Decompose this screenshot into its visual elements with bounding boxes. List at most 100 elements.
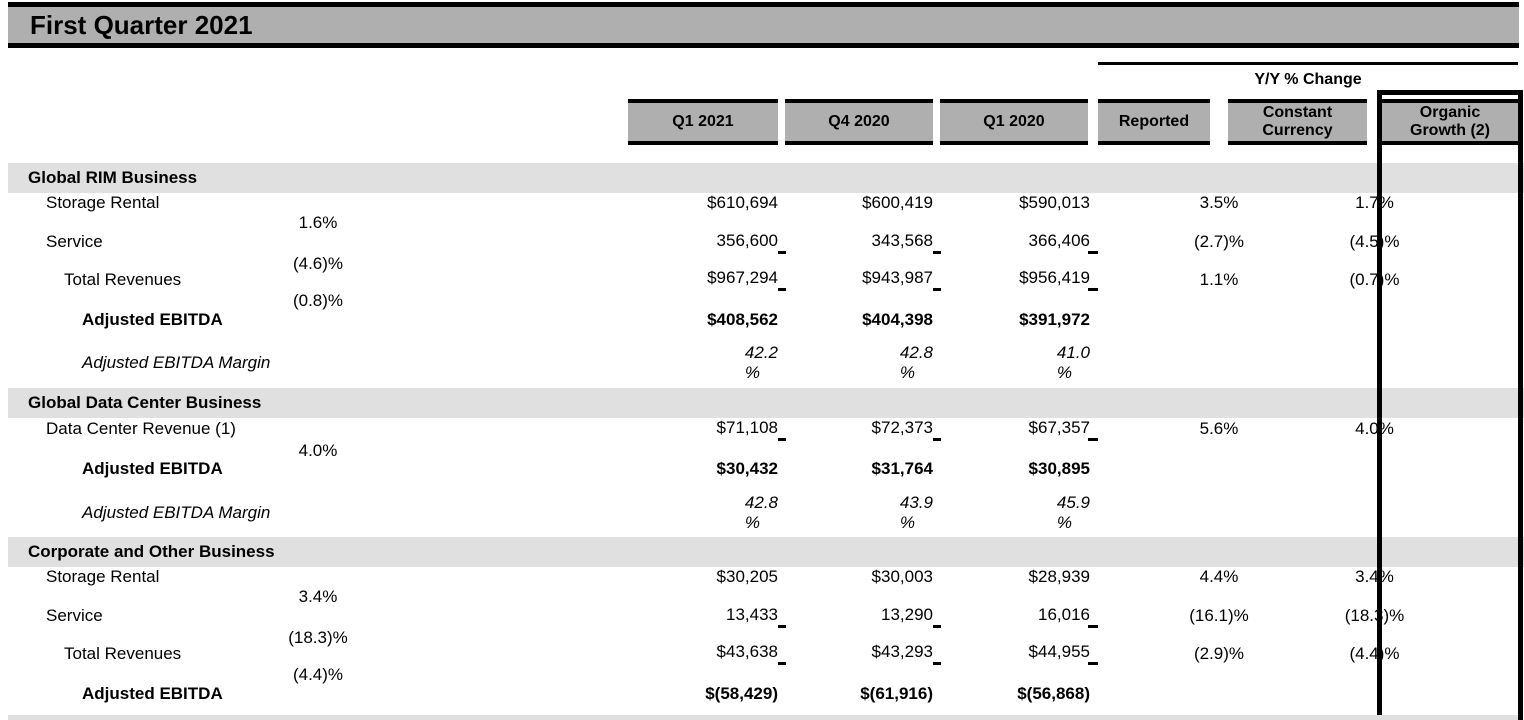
column-gap <box>1228 642 1367 665</box>
column-header-q1-2020: Q1 2020 <box>940 99 1088 145</box>
column-gap <box>1228 680 1367 709</box>
yy-change-group-header: Y/Y % Change <box>1254 71 1362 88</box>
value-cell: 5.6% <box>1199 419 1239 438</box>
value-cell: 3.4% <box>1355 567 1394 586</box>
value-cell: 3.4% <box>298 587 338 606</box>
table-row: Adjusted EBITDA Margin 42.2 % 42.8 % 41.0 % <box>8 343 1524 383</box>
row-label: Adjusted EBITDA Margin <box>82 353 271 372</box>
value-cell: 3.5% <box>1199 193 1239 212</box>
column-gap <box>1382 268 1518 291</box>
value-cell: $43,293 <box>872 642 941 665</box>
next-section-band-cutoff <box>8 715 1518 720</box>
column-gap <box>1098 418 1210 441</box>
value-cell: $30,895 <box>1028 459 1090 479</box>
value-cell: $956,419 <box>1019 268 1098 291</box>
column-gap <box>1098 567 1210 587</box>
column-gap <box>1382 455 1518 484</box>
value-cell <box>1367 306 1382 335</box>
table-row: Adjusted EBITDA $408,562 $404,398 $391,972 <box>8 306 1524 344</box>
value-cell: $43,638 <box>717 642 786 665</box>
yy-change-rule <box>1098 62 1518 65</box>
column-gap <box>1098 343 1210 383</box>
column-gap <box>1382 193 1518 213</box>
value-cell: 356,600 <box>717 231 786 254</box>
column-gap <box>1228 455 1367 484</box>
value-cell <box>1210 306 1228 335</box>
table-row: Storage Rental $30,205 $30,003 $28,939 4.4% 3… <box>8 567 1524 606</box>
section-title: Corporate and Other Business <box>28 542 275 561</box>
column-gap <box>1382 642 1518 665</box>
value-cell: (4.6)% <box>292 253 344 273</box>
value-cell: (4.4)% <box>1349 643 1400 663</box>
value-cell: $967,294 <box>707 268 786 291</box>
row-label: Total Revenues <box>64 269 182 289</box>
value-cell: 13,290 <box>881 605 941 628</box>
value-cell: $28,939 <box>1028 567 1090 586</box>
column-gap <box>1228 493 1367 533</box>
table-row: Data Center Revenue (1) $71,108 $72,373 $67… <box>8 418 1524 460</box>
column-gap <box>1228 231 1367 254</box>
row-label: Adjusted EBITDA <box>82 459 223 479</box>
column-gap <box>1382 306 1518 335</box>
value-cell: (0.8)% <box>292 291 344 310</box>
column-gap <box>1382 418 1518 441</box>
column-gap <box>1228 343 1367 383</box>
value-cell: 42.8 % <box>744 492 778 532</box>
value-cell: $67,357 <box>1029 418 1098 441</box>
row-label: Adjusted EBITDA <box>82 683 223 703</box>
value-cell <box>1367 493 1382 533</box>
value-cell: $943,987 <box>862 268 941 291</box>
value-cell: 4.0% <box>1355 419 1394 438</box>
value-cell: $71,108 <box>717 418 786 441</box>
value-cell: 41.0 % <box>1056 343 1090 382</box>
value-cell: $(56,868) <box>1017 683 1090 703</box>
column-gap <box>1228 567 1367 587</box>
table-row: Storage Rental $610,694 $600,419 $590,013 3.… <box>8 193 1524 232</box>
value-cell: $404,398 <box>862 309 933 329</box>
value-cell: (2.9)% <box>1193 643 1245 663</box>
row-label: Storage Rental <box>46 193 160 212</box>
table-row: Service 356,600 343,568 366,406 (2.7)% (4.5)%… <box>8 231 1524 273</box>
value-cell: $30,003 <box>871 567 933 586</box>
value-cell: 366,406 <box>1029 231 1098 254</box>
column-gap <box>1228 268 1367 291</box>
row-label: Service <box>46 232 103 251</box>
value-cell: $408,562 <box>707 309 778 329</box>
row-label: Service <box>46 606 103 625</box>
table-row: Adjusted EBITDA $30,432 $31,764 $30,895 <box>8 455 1524 493</box>
row-label: Data Center Revenue (1) <box>46 419 236 438</box>
column-gap <box>1228 193 1367 213</box>
table-row: Adjusted EBITDA Margin 42.8 % 43.9 % 45.9 % <box>8 492 1524 533</box>
value-cell: 16,016 <box>1038 605 1098 628</box>
column-gap <box>1228 418 1367 441</box>
column-header-q4-2020: Q4 2020 <box>785 99 933 145</box>
value-cell: $30,432 <box>716 459 778 479</box>
value-cell <box>1367 680 1382 709</box>
column-gap <box>1382 680 1518 709</box>
table-row: Service 13,433 13,290 16,016 (16.1)% (18.3)% (… <box>8 605 1524 647</box>
value-cell: 343,568 <box>872 231 941 254</box>
value-cell <box>1210 680 1228 709</box>
value-cell: 1.1% <box>1199 269 1239 289</box>
value-cell: $391,972 <box>1019 309 1090 329</box>
value-cell: 4.4% <box>1199 567 1239 586</box>
section-header-row: Global Data Center Business <box>8 387 1524 418</box>
column-header-reported: Reported <box>1098 99 1210 145</box>
value-cell: (16.1)% <box>1189 606 1249 625</box>
value-cell <box>1210 493 1228 533</box>
value-cell <box>1210 343 1228 383</box>
column-gap <box>1098 493 1210 533</box>
table-row: Total Revenues $43,638 $43,293 $44,955 (2.9)… <box>8 642 1524 684</box>
column-gap <box>1382 493 1518 533</box>
value-cell <box>1367 343 1382 383</box>
value-cell: $610,694 <box>707 193 778 212</box>
section-header-row: Global RIM Business <box>8 163 1524 193</box>
value-cell <box>1210 455 1228 484</box>
value-cell: $590,013 <box>1019 193 1090 212</box>
value-cell: 42.8 % <box>899 343 933 382</box>
value-cell: (18.3)% <box>1344 606 1405 625</box>
row-label: Adjusted EBITDA Margin <box>82 502 271 522</box>
value-cell: (4.5)% <box>1349 232 1400 251</box>
value-cell: $(58,429) <box>705 683 778 703</box>
